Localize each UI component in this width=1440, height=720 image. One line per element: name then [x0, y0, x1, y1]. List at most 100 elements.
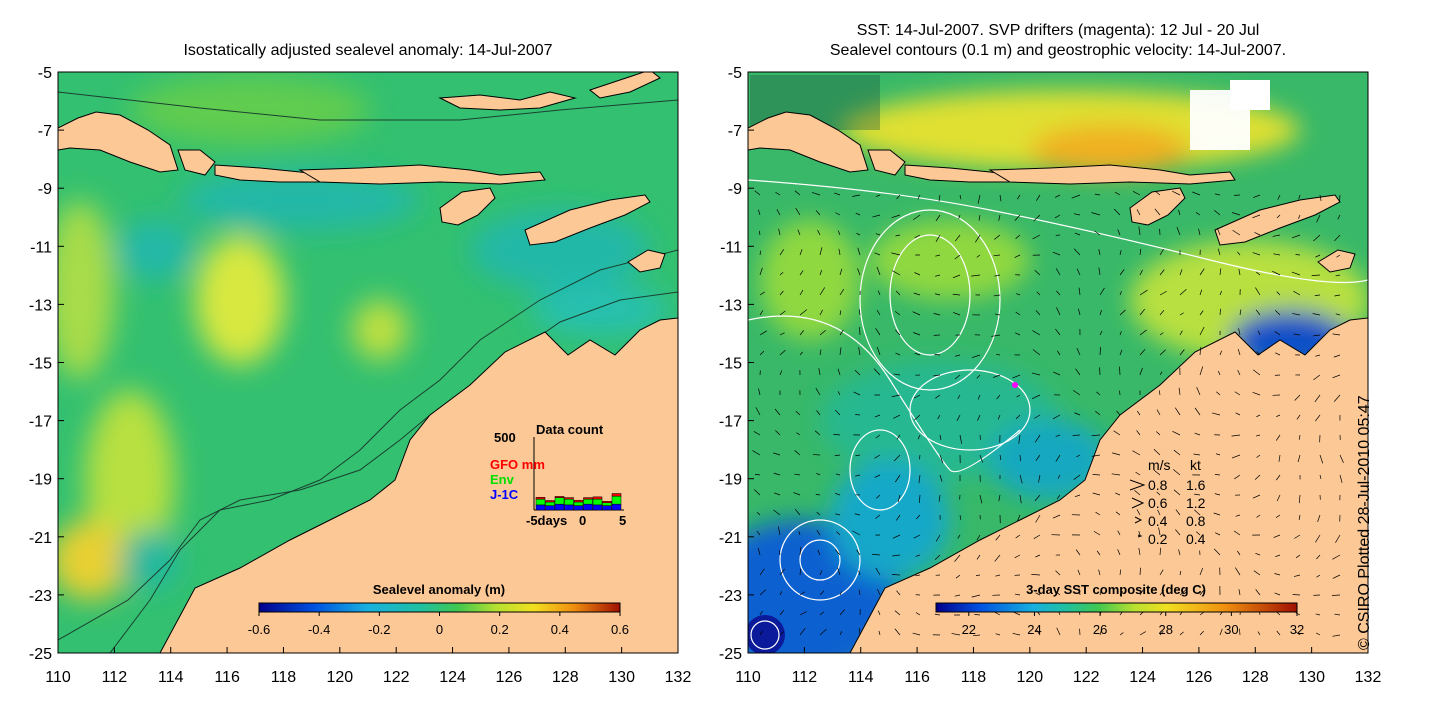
velocity-arrow [1119, 591, 1124, 596]
velocity-arrow [976, 254, 981, 258]
velocity-arrow [856, 232, 861, 236]
velocity-arrow [1274, 573, 1281, 576]
velocity-arrow [1117, 229, 1121, 236]
velocity-arrow [913, 534, 921, 539]
velocity-arrow [1199, 366, 1204, 376]
velocity-arrow [756, 530, 761, 536]
sst-colorbar [935, 602, 1298, 613]
velocity-arrow [1156, 409, 1161, 416]
velocity-arrow [971, 354, 981, 359]
velocity-arrow [1072, 389, 1081, 396]
velocity-arrow [819, 628, 827, 636]
velocity-arrow [858, 589, 861, 596]
velocity-arrow [839, 329, 844, 336]
velocity-arrow [839, 609, 845, 616]
velocity-arrow [1274, 592, 1281, 596]
velocity-arrow [799, 309, 808, 316]
velocity-arrow [1016, 394, 1021, 398]
inset-bar-j1c [583, 503, 593, 511]
velocity-arrow [1332, 574, 1341, 579]
velocity-arrow [1199, 347, 1202, 356]
velocity-arrow [1019, 494, 1022, 504]
velocity-arrow [778, 228, 781, 236]
velocity-arrow [999, 194, 1002, 202]
velocity-arrow [1159, 630, 1164, 636]
velocity-arrow [1056, 307, 1061, 316]
velocity-arrow [1215, 532, 1221, 536]
velocity-arrow [1135, 471, 1141, 476]
velocity-arrow [1252, 392, 1261, 396]
velocity-arrow [1298, 514, 1301, 521]
inset-bar-j1c [573, 505, 584, 511]
x-tick-label: 128 [552, 669, 579, 686]
velocity-arrow [896, 434, 901, 440]
y-tick-label: -5 [38, 65, 52, 82]
velocity-arrow [1216, 227, 1221, 236]
velocity-arrow [1034, 414, 1041, 419]
velocity-arrow [919, 494, 921, 504]
velocity-arrow [997, 414, 1001, 420]
velocity-arrow [1036, 194, 1041, 201]
velocity-arrow [1275, 434, 1281, 441]
velocity-arrow [1159, 590, 1165, 596]
velocity-arrow [1172, 431, 1181, 436]
velocity-arrow [1294, 534, 1301, 539]
x-tick-label: 122 [1073, 669, 1100, 686]
velocity-legend-kt-header: kt [1190, 457, 1201, 473]
velocity-arrow [795, 410, 801, 416]
velocity-arrow [1291, 234, 1301, 239]
velocity-arrow [971, 274, 981, 277]
velocity-arrow [1276, 630, 1281, 636]
velocity-arrow [855, 212, 861, 216]
inset-bar-j1c [592, 504, 603, 511]
velocity-arrow [819, 270, 823, 276]
velocity-arrow [1274, 309, 1281, 316]
velocity-arrow [913, 332, 921, 336]
velocity-arrow [1075, 368, 1081, 376]
velocity-arrow [1115, 492, 1121, 496]
velocity-arrow [1293, 333, 1301, 336]
velocity-arrow [759, 568, 765, 576]
velocity-arrow [995, 353, 1001, 356]
velocity-arrow [1073, 213, 1081, 216]
velocity-arrow [838, 248, 841, 256]
velocity-arrow [797, 229, 801, 236]
inset-bar-gfo [583, 497, 593, 500]
velocity-legend: m/s kt 0.8 1.6 0.6 1.2 0.4 0.8 0.2 0.4 [1129, 457, 1206, 547]
velocity-arrow [1055, 434, 1061, 437]
velocity-arrow [1273, 253, 1281, 256]
velocity-arrow [1333, 394, 1341, 402]
velocity-arrow [839, 310, 842, 316]
velocity-arrow [1252, 252, 1261, 256]
velocity-arrow [939, 474, 943, 482]
velocity-arrow [971, 594, 981, 598]
inset-bar-env [573, 501, 584, 506]
velocity-arrow [875, 567, 881, 576]
right-axes: 110 112 114 116 118 120 122 124 126 128 130 132 -5 -7… [719, 65, 1382, 686]
velocity-arrow [994, 554, 1001, 562]
velocity-arrow [1199, 289, 1203, 296]
left-axes: 110 112 114 116 118 120 122 124 126 128 130 132 -5 -7… [29, 65, 692, 686]
velocity-arrow [1099, 287, 1105, 296]
right-map-title-line2: Sealevel contours (0.1 m) and geostrophi… [829, 42, 1287, 59]
velocity-arrow [835, 212, 841, 216]
velocity-arrow [978, 214, 981, 221]
velocity-arrow [1056, 350, 1061, 356]
velocity-arrow [1091, 212, 1101, 216]
velocity-arrow [1179, 631, 1184, 636]
velocity-arrow [1052, 414, 1061, 420]
y-tick-label: -9 [728, 181, 742, 198]
velocity-arrow [1311, 274, 1321, 276]
velocity-arrow [1216, 391, 1221, 396]
inset-x-tick-end: 5 [619, 513, 626, 528]
velocity-arrow [892, 534, 901, 539]
velocity-arrow [894, 628, 901, 636]
velocity-arrow [1117, 530, 1121, 536]
velocity-arrow [1076, 454, 1081, 458]
inset-bar-env [583, 498, 593, 505]
velocity-arrow [1014, 554, 1021, 559]
velocity-arrow [1276, 494, 1281, 502]
velocity-arrow [817, 229, 821, 236]
velocity-arrow [1158, 527, 1161, 536]
velocity-arrow [839, 591, 843, 596]
